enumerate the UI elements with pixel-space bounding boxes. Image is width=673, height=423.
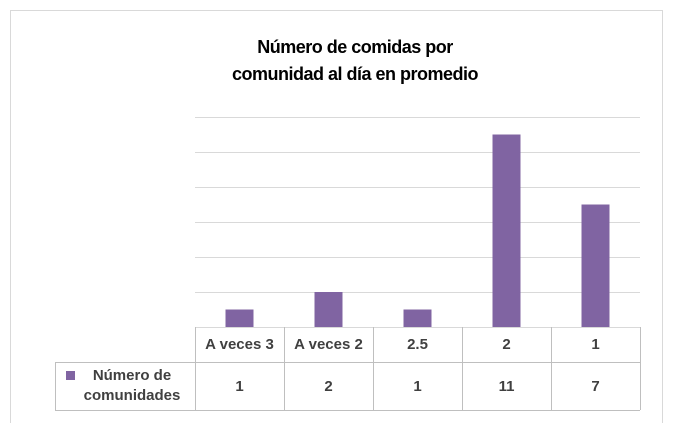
- bar: [492, 134, 521, 327]
- x-tick-label: 1: [591, 336, 599, 353]
- chart-border: [10, 10, 663, 423]
- legend-swatch: [66, 371, 75, 380]
- table-value: 11: [499, 378, 515, 395]
- table-value: 1: [235, 378, 243, 395]
- bar: [314, 292, 343, 327]
- x-tick-label: 2: [502, 336, 510, 353]
- bar: [403, 309, 432, 327]
- chart-title: Número de comidas por comunidad al día e…: [231, 37, 479, 84]
- table-value: 1: [413, 378, 421, 395]
- bar: [225, 309, 254, 327]
- legend-label: Número de comunidades: [84, 367, 181, 404]
- table-value: 7: [591, 378, 599, 395]
- x-tick-label: A veces 2: [294, 336, 363, 353]
- bar: [581, 204, 610, 327]
- x-tick-label: 2.5: [407, 336, 428, 353]
- x-tick-label: A veces 3: [205, 336, 274, 353]
- table-value: 2: [324, 378, 332, 395]
